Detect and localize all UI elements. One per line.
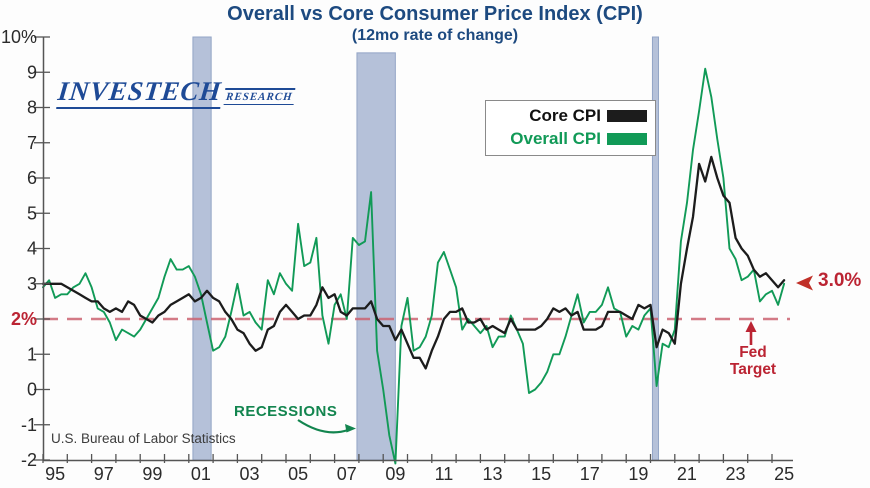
- svg-text:97: 97: [94, 464, 114, 484]
- svg-text:0: 0: [27, 380, 37, 400]
- axes: [34, 36, 793, 463]
- svg-text:17: 17: [580, 464, 600, 484]
- svg-text:3: 3: [27, 274, 37, 294]
- overall-cpi-line: [42, 67, 786, 465]
- tick-labels: 10% 9 8 7 6 5 4 3 2% 1 0 -1 -2 95 97 99 01 03 05 07 09 11 13 15…: [1, 27, 794, 484]
- svg-text:7: 7: [27, 133, 37, 153]
- core-cpi-swatch: [607, 110, 647, 122]
- svg-text:01: 01: [191, 464, 211, 484]
- legend: Core CPI Overall CPI: [485, 100, 656, 156]
- legend-item-core-cpi: Core CPI: [494, 106, 647, 126]
- overall-cpi-swatch: [607, 133, 647, 145]
- svg-text:99: 99: [142, 464, 162, 484]
- svg-text:13: 13: [483, 464, 503, 484]
- svg-text:25: 25: [774, 464, 794, 484]
- svg-text:05: 05: [288, 464, 308, 484]
- svg-text:11: 11: [435, 464, 454, 484]
- svg-text:5: 5: [27, 203, 37, 223]
- svg-text:10%: 10%: [1, 27, 37, 47]
- svg-text:07: 07: [337, 464, 357, 484]
- data-source-label: U.S. Bureau of Labor Statistics: [51, 431, 236, 446]
- recessions-annotation: RECESSIONS: [234, 403, 338, 420]
- chart-title: Overall vs Core Consumer Price Index (CP…: [227, 3, 643, 25]
- fed-target-arrowhead: [745, 321, 757, 332]
- svg-text:09: 09: [385, 464, 405, 484]
- svg-text:4: 4: [27, 239, 37, 259]
- core-cpi-line: [41, 155, 786, 370]
- svg-text:95: 95: [45, 464, 65, 484]
- svg-text:-2: -2: [21, 450, 37, 470]
- svg-text:19: 19: [628, 464, 648, 484]
- recessions-arrow: [297, 419, 349, 434]
- recessions-arrowhead: [345, 424, 356, 433]
- legend-item-overall-cpi: Overall CPI: [494, 129, 647, 149]
- logo-wordmark: INVESTECH: [56, 76, 223, 109]
- svg-text:21: 21: [677, 464, 697, 484]
- logo-suffix: RESEARCH: [223, 88, 296, 105]
- recession-band: [356, 52, 396, 461]
- svg-text:-1: -1: [21, 415, 37, 435]
- fed-target-annotation: Fed Target: [729, 344, 777, 379]
- latest-value-label: 3.0%: [818, 270, 862, 291]
- latest-value-arrow-icon: [796, 275, 813, 291]
- svg-text:15: 15: [531, 464, 551, 484]
- chart-subtitle: (12mo rate of change): [351, 27, 519, 44]
- svg-text:6: 6: [27, 168, 37, 188]
- annotation-arrows: [297, 275, 813, 434]
- legend-label-core-cpi: Core CPI: [529, 106, 601, 125]
- recession-bands: [192, 36, 660, 461]
- svg-text:2%: 2%: [11, 309, 37, 329]
- legend-label-overall-cpi: Overall CPI: [510, 129, 601, 148]
- svg-text:23: 23: [726, 464, 746, 484]
- svg-text:1: 1: [27, 344, 37, 364]
- investech-research-logo: INVESTECH RESEARCH: [56, 76, 297, 109]
- svg-text:8: 8: [27, 98, 37, 118]
- svg-text:03: 03: [240, 464, 260, 484]
- svg-text:9: 9: [27, 62, 37, 82]
